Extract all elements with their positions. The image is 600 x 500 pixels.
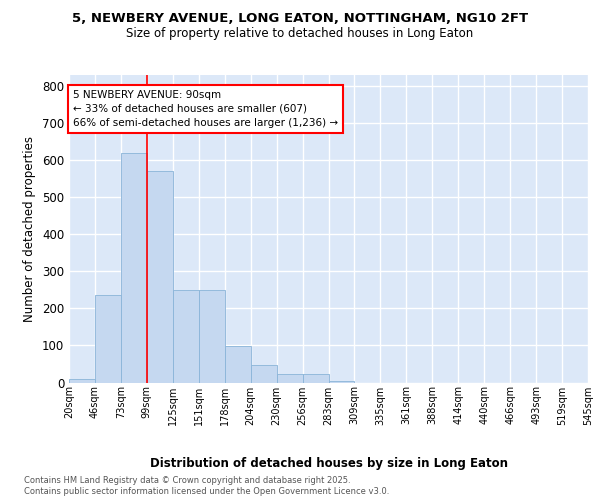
- Bar: [225, 346, 251, 383]
- Text: Size of property relative to detached houses in Long Eaton: Size of property relative to detached ho…: [127, 28, 473, 40]
- Text: 5 NEWBERY AVENUE: 90sqm
← 33% of detached houses are smaller (607)
66% of semi-d: 5 NEWBERY AVENUE: 90sqm ← 33% of detache…: [73, 90, 338, 128]
- Bar: [147, 172, 173, 382]
- Bar: [277, 374, 302, 382]
- Y-axis label: Number of detached properties: Number of detached properties: [23, 136, 37, 322]
- Text: Contains public sector information licensed under the Open Government Licence v3: Contains public sector information licen…: [24, 488, 389, 496]
- Text: Contains HM Land Registry data © Crown copyright and database right 2025.: Contains HM Land Registry data © Crown c…: [24, 476, 350, 485]
- Bar: [302, 374, 329, 382]
- Text: 5, NEWBERY AVENUE, LONG EATON, NOTTINGHAM, NG10 2FT: 5, NEWBERY AVENUE, LONG EATON, NOTTINGHA…: [72, 12, 528, 26]
- Bar: [121, 153, 147, 382]
- Bar: [329, 380, 355, 382]
- Bar: [251, 364, 277, 382]
- Bar: [199, 290, 224, 382]
- Bar: [69, 379, 95, 382]
- Bar: [173, 290, 199, 382]
- Bar: [95, 296, 121, 382]
- Text: Distribution of detached houses by size in Long Eaton: Distribution of detached houses by size …: [150, 458, 508, 470]
